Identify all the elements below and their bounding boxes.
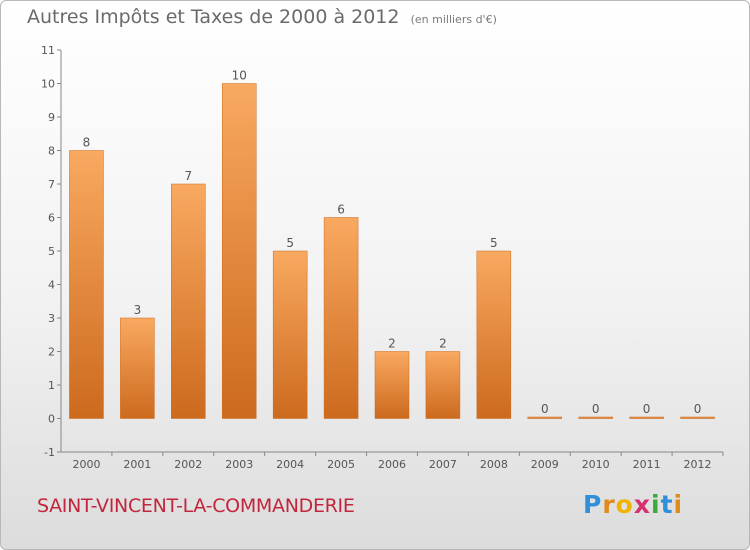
x-tick-label: 2003 [225,458,253,471]
bar [323,217,359,419]
x-tick-label: 2000 [72,458,100,471]
data-label: 0 [541,402,549,416]
data-label: 0 [643,402,651,416]
x-tick-label: 2001 [123,458,151,471]
bar [374,351,410,419]
data-label: 6 [337,203,345,217]
x-tick-label: 2004 [276,458,304,471]
y-tick-label: 3 [48,312,55,325]
y-tick-label: 6 [48,212,55,225]
logo-letter: i [651,490,661,519]
bar [578,416,613,419]
y-tick-label: 8 [48,145,55,158]
data-label: 3 [134,303,142,317]
y-tick-label: 5 [48,245,55,258]
data-label: 7 [184,169,192,183]
y-tick-label: 9 [48,111,55,124]
bar [425,351,461,419]
data-label: 2 [439,337,447,351]
bar [629,416,664,419]
data-label: 0 [694,402,702,416]
title-row: Autres Impôts et Taxes de 2000 à 2012 (e… [27,6,497,28]
bar [680,416,715,419]
x-tick-label: 2006 [378,458,406,471]
y-tick-label: 0 [48,413,55,426]
chart-title: Autres Impôts et Taxes de 2000 à 2012 [27,6,400,28]
bar [171,183,206,419]
logo-letter: x [633,490,651,519]
y-tick-label: -1 [44,446,55,459]
logo-letter: t [660,490,674,519]
bar [476,250,512,419]
x-tick-label: 2002 [174,458,202,471]
y-tick-label: 11 [41,44,55,57]
data-label: 5 [490,236,498,250]
y-tick-label: 10 [41,78,55,91]
logo-letter: P [583,490,603,519]
x-tick-label: 2009 [531,458,559,471]
y-tick-label: 7 [48,178,55,191]
y-tick-label: 1 [48,379,55,392]
bars: 8 3 7 10 5 6 2 2 5 0 0 0 0 [69,69,715,419]
x-tick-label: 2008 [480,458,508,471]
bar [272,250,308,419]
data-label: 0 [592,402,600,416]
bar [527,416,563,419]
logo-letter: r [602,490,616,519]
x-tick-label: 2012 [684,458,712,471]
data-label: 2 [388,337,396,351]
proxiti-logo[interactable]: Proxiti [583,490,683,519]
chart-unit: (en milliers d'€) [410,13,497,26]
data-label: 10 [232,69,247,83]
x-tick-label: 2011 [633,458,661,471]
y-tick-label: 4 [48,279,55,292]
logo-letter: i [673,490,684,519]
x-tick-label: 2007 [429,458,457,471]
bar [221,83,257,419]
data-label: 5 [286,236,294,250]
commune-name: SAINT-VINCENT-LA-COMMANDERIE [37,495,355,517]
y-tick-label: 2 [48,346,55,359]
logo-letter: o [615,490,634,519]
bar [69,150,104,419]
data-label: 8 [83,136,91,150]
bar [120,317,155,419]
x-tick-label: 2010 [582,458,610,471]
x-tick-label: 2005 [327,458,355,471]
